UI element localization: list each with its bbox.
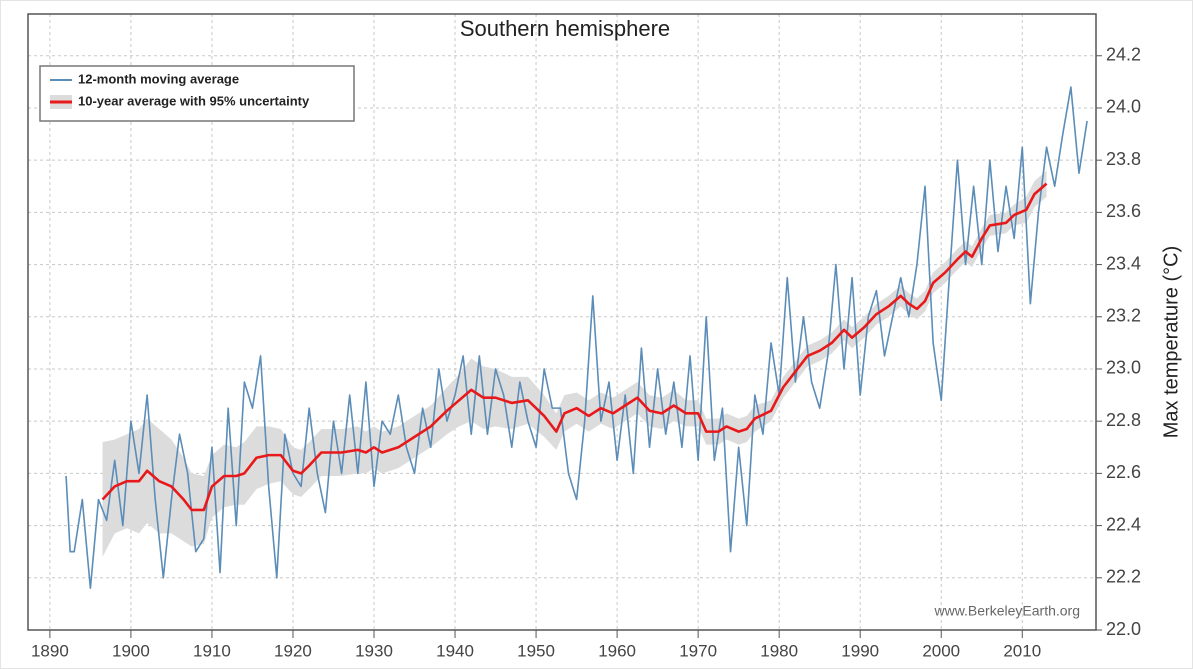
x-tick-label: 1980 [760, 641, 798, 660]
y-tick-label: 22.2 [1106, 567, 1141, 587]
x-tick-label: 1920 [274, 641, 312, 660]
legend: 12-month moving average 10-year average … [39, 65, 355, 122]
plot-frame [27, 13, 1097, 631]
x-tick-label: 1970 [679, 641, 717, 660]
legend-label: 12-month moving average [78, 71, 239, 86]
uncertainty-band [102, 170, 1047, 557]
x-tick-label: 1990 [841, 641, 879, 660]
y-tick-label: 24.2 [1106, 45, 1141, 65]
y-tick-label: 23.6 [1106, 201, 1141, 221]
y-tick-label: 22.0 [1106, 619, 1141, 639]
y-tick-label: 23.4 [1106, 253, 1141, 273]
x-tick-label: 1940 [436, 641, 474, 660]
y-tick-label: 24.0 [1106, 97, 1141, 117]
y-tick-label: 22.8 [1106, 410, 1141, 430]
series-line [101, 182, 1048, 512]
x-tick-label: 2010 [1003, 641, 1041, 660]
legend-box [39, 65, 355, 122]
y-tick-label: 23.2 [1106, 306, 1141, 326]
watermark: www.BerkeleyEarth.org [933, 603, 1080, 619]
x-tick-label: 1900 [112, 641, 150, 660]
chart-title: Southern hemisphere [460, 16, 670, 41]
legend-label: 10-year average with 95% uncertainty [78, 93, 310, 108]
y-tick-label: 22.6 [1106, 462, 1141, 482]
x-tick-label: 1930 [355, 641, 393, 660]
x-tick-label: 1910 [193, 641, 231, 660]
x-tick-label: 2000 [922, 641, 960, 660]
series-line [65, 86, 1088, 590]
x-tick-label: 1890 [31, 641, 69, 660]
x-tick-label: 1950 [517, 641, 555, 660]
y-tick-label: 22.4 [1106, 514, 1141, 534]
y-tick-label: 23.8 [1106, 149, 1141, 169]
y-tick-label: 23.0 [1106, 358, 1141, 378]
x-tick-label: 1960 [598, 641, 636, 660]
y-axis-label: Max temperature (°C) [1160, 246, 1182, 439]
